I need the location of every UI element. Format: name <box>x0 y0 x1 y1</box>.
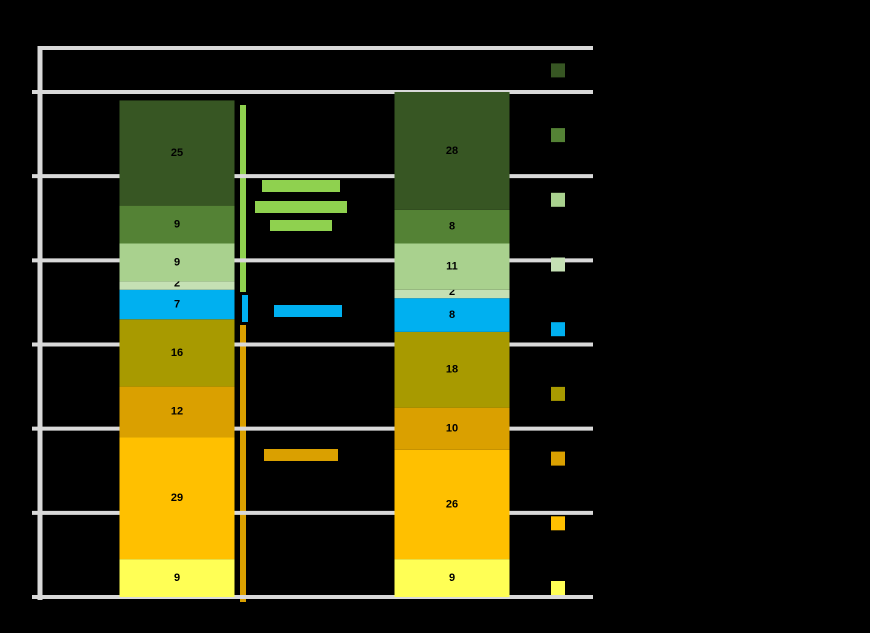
legend-swatch <box>551 386 565 401</box>
bar-segment <box>394 209 510 244</box>
data-label: 10 <box>446 423 458 435</box>
annotation-box <box>270 220 332 231</box>
bar-segment <box>119 243 235 282</box>
bar-segment <box>119 205 235 244</box>
bar-segment <box>119 559 235 597</box>
legend-swatch <box>551 451 565 466</box>
bar-segment <box>394 289 510 299</box>
annotation-box <box>262 180 340 192</box>
data-label: 16 <box>171 347 183 359</box>
bar-segment <box>119 100 235 206</box>
legend-swatch <box>551 128 565 143</box>
data-label: 2 <box>174 277 180 289</box>
bar-segment <box>119 289 235 320</box>
legend-swatch <box>551 581 565 595</box>
bar-segment <box>394 331 510 408</box>
bar-segment <box>394 243 510 290</box>
bar-segment <box>394 298 510 332</box>
data-label: 11 <box>446 261 458 273</box>
data-label: 8 <box>449 221 455 233</box>
data-label: 9 <box>174 256 180 268</box>
bar-segment <box>119 281 235 290</box>
data-label: 18 <box>446 364 458 376</box>
bar-segment <box>394 92 510 210</box>
bar-segment <box>394 449 510 560</box>
legend-swatch <box>551 63 565 78</box>
bar-segment <box>394 407 510 450</box>
bar-segment <box>394 559 510 597</box>
data-label: 12 <box>171 406 183 418</box>
data-label: 25 <box>171 147 183 159</box>
legend-swatch <box>551 516 565 531</box>
legend-swatch <box>551 322 565 337</box>
data-label: 7 <box>174 298 180 310</box>
data-label: 26 <box>446 498 458 510</box>
data-label: 8 <box>449 309 455 321</box>
data-label: 9 <box>449 572 455 584</box>
bar-segment <box>119 437 235 560</box>
data-label: 28 <box>446 145 458 157</box>
data-label: 9 <box>174 218 180 230</box>
data-label: 29 <box>171 492 183 504</box>
data-label: 2 <box>449 286 455 298</box>
legend-swatch <box>551 257 565 272</box>
data-label: 9 <box>174 572 180 584</box>
annotation-box <box>264 449 338 461</box>
annotation-box <box>274 305 342 317</box>
bar-segment <box>119 319 235 387</box>
annotation-box <box>255 201 347 213</box>
legend-swatch <box>551 192 565 207</box>
bar-segment <box>119 386 235 438</box>
